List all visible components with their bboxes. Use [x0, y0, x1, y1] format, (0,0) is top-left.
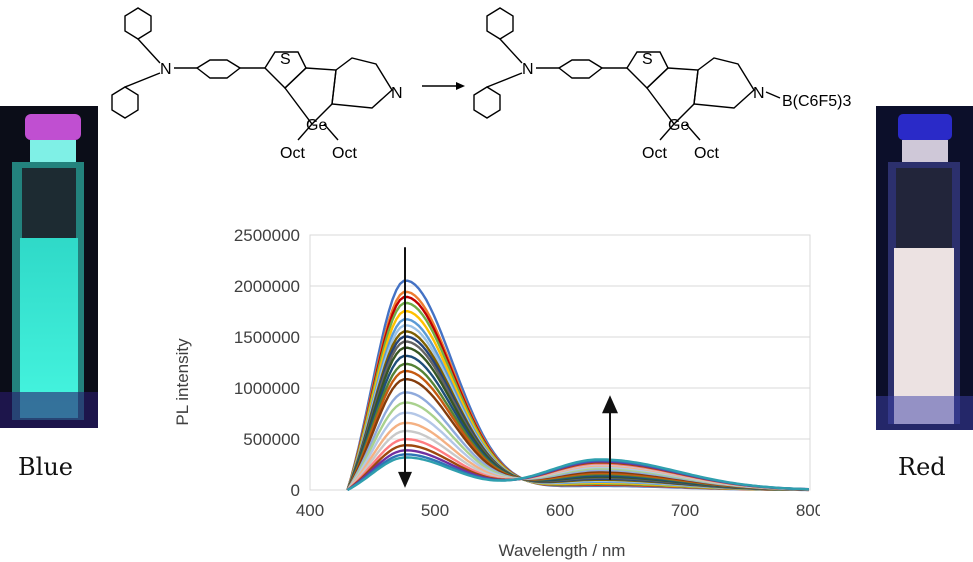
- reactant-ge: Ge: [306, 117, 327, 134]
- pl-curves: [346, 279, 809, 492]
- y-tick-label: 2500000: [234, 226, 300, 245]
- y-axis-ticks: 0 500000 1000000 1500000 2000000 2500000: [234, 226, 300, 500]
- trend-arrow-head: [602, 395, 618, 414]
- pl-spectrum-line: [346, 456, 809, 492]
- reactant-amine-n: N: [160, 61, 172, 78]
- product-thiophene-s: S: [642, 51, 653, 68]
- reactant-thiophene-s: S: [280, 51, 291, 68]
- product-oct-1: Oct: [642, 145, 667, 162]
- reactant-oct-1: Oct: [280, 145, 305, 162]
- y-axis-label: PL intensity: [173, 338, 192, 426]
- x-tick-label: 500: [421, 501, 449, 520]
- product-oct-2: Oct: [694, 145, 719, 162]
- blue-vial-caption: Blue: [18, 453, 73, 481]
- y-tick-label: 500000: [243, 430, 300, 449]
- product-borane: B(C6F5)3: [782, 93, 851, 110]
- product-ge: Ge: [668, 117, 689, 134]
- product-structure: [473, 7, 755, 141]
- product-labels: N S N Ge Oct Oct: [522, 51, 765, 162]
- blue-vial-photo: [0, 106, 98, 428]
- y-tick-label: 1500000: [234, 328, 300, 347]
- y-tick-label: 2000000: [234, 277, 300, 296]
- reaction-scheme: N S N Ge Oct Oct N S N Ge Oct Oct B(C6F5…: [111, 7, 851, 162]
- reactant-oct-2: Oct: [332, 145, 357, 162]
- reactant-labels: N S N Ge Oct Oct: [160, 51, 403, 162]
- x-tick-label: 600: [546, 501, 574, 520]
- reactant-structure: [111, 7, 393, 141]
- trend-arrow-head: [398, 471, 412, 488]
- x-axis-ticks: 400 500 600 700 800: [296, 501, 820, 520]
- x-tick-label: 400: [296, 501, 324, 520]
- product-amine-n: N: [522, 61, 534, 78]
- pl-spectrum-line: [346, 290, 809, 492]
- x-axis-label: Wavelength / nm: [499, 541, 626, 560]
- y-tick-label: 0: [291, 481, 300, 500]
- y-tick-label: 1000000: [234, 379, 300, 398]
- x-tick-label: 800: [796, 501, 820, 520]
- product-pyridine-n: N: [753, 85, 765, 102]
- pl-spectrum-chart: 400 500 600 700 800 0 500000 1000000 1500000 200…: [173, 226, 820, 560]
- red-vial-photo: [876, 106, 973, 430]
- trend-arrows: [398, 247, 618, 488]
- reactant-pyridine-n: N: [391, 85, 403, 102]
- x-tick-label: 700: [671, 501, 699, 520]
- red-vial-caption: Red: [898, 453, 946, 481]
